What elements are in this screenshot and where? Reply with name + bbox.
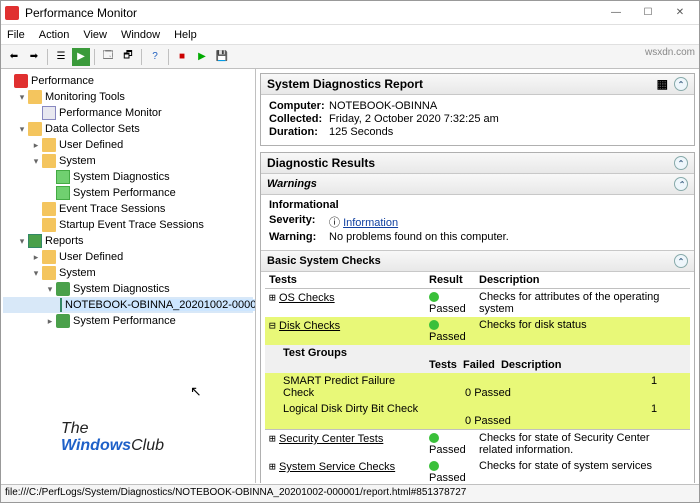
info-head: Informational [269, 199, 686, 211]
folder-icon [28, 90, 42, 104]
menu-action[interactable]: Action [39, 29, 70, 41]
close-button[interactable]: ✕ [665, 3, 695, 23]
severity-label: Severity: [269, 214, 329, 230]
th-result: Result [425, 272, 475, 289]
folder-icon [28, 122, 42, 136]
maximize-button[interactable]: ☐ [633, 3, 663, 23]
tree-report-item[interactable]: NOTEBOOK-OBINNA_20201002-000001 [3, 297, 253, 313]
tree-system2[interactable]: ▾System [3, 265, 253, 281]
tree-sysdiag1[interactable]: System Diagnostics [3, 169, 253, 185]
report-title: System Diagnostics Report [267, 77, 423, 91]
menubar: File Action View Window Help [1, 25, 699, 45]
diag-head[interactable]: Diagnostic Results⌃ [261, 153, 694, 174]
watermark-url: wsxdn.com [645, 47, 695, 58]
row-os[interactable]: ⊞OS Checks PassedChecks for attributes o… [265, 289, 690, 318]
report-head[interactable]: System Diagnostics Report ▦ ⌃ [261, 74, 694, 95]
menu-help[interactable]: Help [174, 29, 197, 41]
warnings-head[interactable]: Warnings⌃ [261, 174, 694, 195]
th-desc: Description [475, 272, 690, 289]
row-disk[interactable]: ⊟Disk Checks PassedChecks for disk statu… [265, 317, 690, 345]
pass-icon [429, 320, 439, 330]
play-button[interactable]: ▶ [193, 48, 211, 66]
collapse-icon[interactable]: ⌃ [674, 254, 688, 268]
folder-icon [42, 218, 56, 232]
severity-link[interactable]: Information [343, 217, 398, 229]
report-header-panel: System Diagnostics Report ▦ ⌃ Computer:NO… [260, 73, 695, 146]
tree-ets[interactable]: Event Trace Sessions [3, 201, 253, 217]
folder-icon [42, 138, 56, 152]
tree-userdef1[interactable]: ▸User Defined [3, 137, 253, 153]
stop-button[interactable]: ■ [173, 48, 191, 66]
row-smart: SMART Predict Failure Check10 Passed [265, 373, 690, 401]
tree-sets[interactable]: Startup Event Trace Sessions [3, 217, 253, 233]
window-title: Performance Monitor [25, 6, 601, 20]
minimize-button[interactable]: — [601, 3, 631, 23]
tree-perfmon[interactable]: Performance Monitor [3, 105, 253, 121]
th-tests: Tests [265, 272, 425, 289]
checks-table: TestsResultDescription ⊞OS Checks Passed… [265, 272, 690, 483]
app-icon [5, 6, 19, 20]
pass-icon [429, 461, 439, 471]
grid-icon[interactable]: ▦ [657, 77, 668, 91]
warning-text: No problems found on this computer. [329, 231, 509, 243]
computer-value: NOTEBOOK-OBINNA [329, 100, 437, 112]
report-content: System Diagnostics Report ▦ ⌃ Computer:NO… [256, 69, 699, 483]
props-button[interactable]: 🗔 [99, 48, 117, 66]
tree-sysperf1[interactable]: System Performance [3, 185, 253, 201]
folder-icon [42, 202, 56, 216]
db-icon [56, 314, 70, 328]
tree-sysperf2[interactable]: ▸System Performance [3, 313, 253, 329]
duration-value: 125 Seconds [329, 126, 393, 138]
menu-window[interactable]: Window [121, 29, 160, 41]
set-icon [56, 170, 70, 184]
tree-sysdiag2[interactable]: ▾System Diagnostics [3, 281, 253, 297]
collapse-icon[interactable]: ⌃ [674, 177, 688, 191]
report-icon [60, 298, 62, 312]
tree-system1[interactable]: ▾System [3, 153, 253, 169]
folder-icon [42, 266, 56, 280]
diag-panel: Diagnostic Results⌃ Warnings⌃ Informatio… [260, 152, 695, 483]
db-icon [56, 282, 70, 296]
set-icon [56, 186, 70, 200]
sub-header: Test GroupsTests Failed Description [265, 345, 690, 373]
page-icon [42, 106, 56, 120]
collected-value: Friday, 2 October 2020 7:32:25 am [329, 113, 499, 125]
row-svc[interactable]: ⊞System Service Checks PassedChecks for … [265, 458, 690, 483]
tree-monitoring[interactable]: ▾Monitoring Tools [3, 89, 253, 105]
folder-icon [42, 154, 56, 168]
forward-button[interactable]: ➡ [25, 48, 43, 66]
row-sec[interactable]: ⊞Security Center Tests PassedChecks for … [265, 430, 690, 459]
tree-root[interactable]: Performance [3, 73, 253, 89]
menu-file[interactable]: File [7, 29, 25, 41]
show-hide-button[interactable]: ☰ [52, 48, 70, 66]
tree-userdef2[interactable]: ▸User Defined [3, 249, 253, 265]
watermark: The WindowsClub [61, 421, 164, 455]
duration-label: Duration: [269, 126, 329, 138]
menu-view[interactable]: View [83, 29, 107, 41]
export-button[interactable]: ▶ [72, 48, 90, 66]
row-dirty: Logical Disk Dirty Bit Check10 Passed [265, 401, 690, 430]
collected-label: Collected: [269, 113, 329, 125]
pass-icon [429, 433, 439, 443]
back-button[interactable]: ⬅ [5, 48, 23, 66]
reports-icon [28, 234, 42, 248]
pass-icon [429, 292, 439, 302]
help-icon[interactable]: ? [146, 48, 164, 66]
perf-icon [14, 74, 28, 88]
collapse-icon[interactable]: ⌃ [674, 77, 688, 91]
save-button[interactable]: 💾 [213, 48, 231, 66]
warning-label: Warning: [269, 231, 329, 243]
checks-head[interactable]: Basic System Checks⌃ [261, 250, 694, 272]
statusbar: file:///C:/PerfLogs/System/Diagnostics/N… [1, 484, 699, 502]
tree-reports[interactable]: ▾Reports [3, 233, 253, 249]
computer-label: Computer: [269, 100, 329, 112]
view-button[interactable]: 🗗 [119, 48, 137, 66]
toolbar: ⬅ ➡ ☰ ▶ 🗔 🗗 ? ■ ▶ 💾 [1, 45, 699, 69]
folder-icon [42, 250, 56, 264]
titlebar: Performance Monitor — ☐ ✕ [1, 1, 699, 25]
tree-dcs[interactable]: ▾Data Collector Sets [3, 121, 253, 137]
window-buttons: — ☐ ✕ [601, 3, 695, 23]
collapse-icon[interactable]: ⌃ [674, 156, 688, 170]
